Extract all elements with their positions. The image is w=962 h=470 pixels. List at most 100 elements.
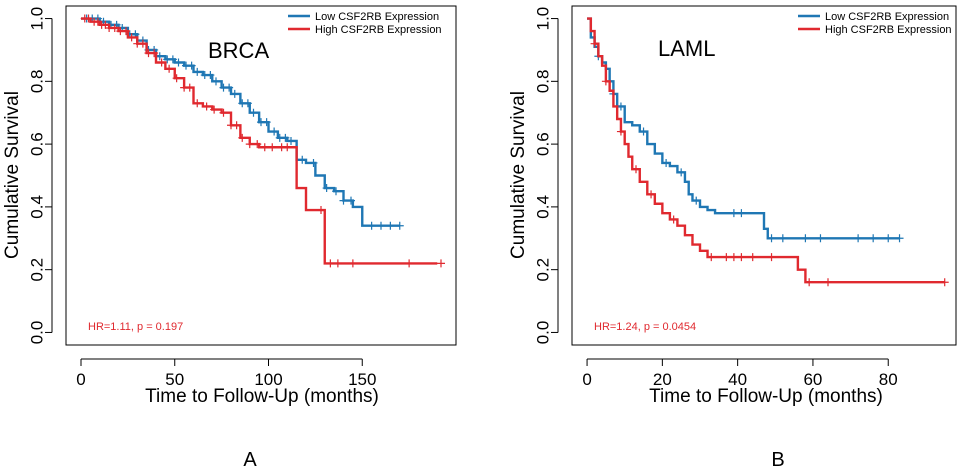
legend-label: High CSF2RB Expression bbox=[315, 24, 442, 36]
censor-mark bbox=[150, 49, 159, 58]
censor-mark bbox=[245, 140, 254, 149]
censor-mark bbox=[309, 158, 318, 167]
censor-mark bbox=[816, 234, 825, 243]
censor-mark bbox=[869, 234, 878, 243]
y-tick-label: 0.8 bbox=[533, 70, 552, 94]
censor-mark bbox=[677, 168, 686, 177]
censor-mark bbox=[260, 143, 269, 152]
censor-mark bbox=[172, 74, 181, 83]
x-tick-label: 100 bbox=[254, 370, 282, 389]
y-tick-label: 0.8 bbox=[27, 70, 46, 94]
censor-mark bbox=[138, 39, 147, 48]
censor-mark bbox=[287, 136, 295, 145]
legend-label: Low CSF2RB Expression bbox=[825, 11, 949, 23]
censor-mark bbox=[127, 33, 136, 42]
hr-annotation: HR=1.24, p = 0.0454 bbox=[594, 321, 696, 333]
chart-panel-b: 0 20 40 60 80 0.0 0.2 0.4 0.6 0.8 1.0 Time to Follo… bbox=[508, 5, 957, 470]
censor-mark bbox=[110, 23, 119, 32]
censor-mark bbox=[202, 102, 211, 111]
survival-curve bbox=[587, 17, 900, 240]
censor-mark bbox=[253, 140, 262, 149]
y-tick-label: 0.0 bbox=[533, 321, 552, 345]
censor-mark bbox=[168, 55, 177, 64]
censor-mark bbox=[707, 253, 716, 262]
panel-label: A bbox=[243, 449, 257, 470]
plot-frame bbox=[571, 5, 957, 346]
censor-mark bbox=[249, 108, 258, 117]
x-axis-title: Time to Follow-Up (months) bbox=[145, 386, 379, 407]
censor-mark bbox=[326, 259, 335, 268]
y-tick-label: 0.4 bbox=[27, 195, 46, 219]
censor-mark bbox=[332, 187, 340, 196]
censor-mark bbox=[669, 215, 678, 224]
censor-mark bbox=[647, 190, 656, 199]
censor-mark bbox=[367, 221, 376, 230]
censor-mark bbox=[165, 64, 174, 73]
legend-label: High CSF2RB Expression bbox=[825, 24, 952, 36]
censor-mark bbox=[616, 127, 625, 136]
censor-mark bbox=[639, 127, 648, 136]
x-tick-label: 80 bbox=[879, 370, 898, 389]
censor-mark bbox=[737, 253, 746, 262]
censor-mark bbox=[347, 196, 355, 205]
y-tick-label: 0.2 bbox=[533, 258, 552, 282]
chart-title: LAML bbox=[658, 36, 715, 61]
censor-mark bbox=[193, 99, 202, 108]
censor-mark bbox=[895, 234, 904, 243]
censor-mark bbox=[348, 259, 357, 268]
y-axis-title: Cumulative Survival bbox=[508, 91, 529, 259]
x-tick-label: 0 bbox=[76, 370, 85, 389]
series-low-expression bbox=[587, 17, 904, 243]
censor-mark bbox=[243, 99, 252, 108]
censor-mark bbox=[212, 77, 220, 86]
censor-mark bbox=[322, 184, 331, 193]
censor-mark bbox=[884, 234, 893, 243]
censor-mark bbox=[230, 89, 239, 98]
censor-mark bbox=[737, 209, 746, 218]
censor-mark bbox=[298, 155, 307, 164]
censor-mark bbox=[317, 206, 325, 215]
censor-mark bbox=[268, 143, 277, 152]
censor-mark bbox=[590, 39, 599, 48]
x-tick-label: 40 bbox=[728, 370, 747, 389]
y-tick-label: 1.0 bbox=[27, 7, 46, 31]
censor-mark bbox=[386, 221, 395, 230]
censor-mark bbox=[206, 71, 215, 80]
x-axis-title: Time to Follow-Up (months) bbox=[649, 386, 883, 407]
censor-mark bbox=[210, 105, 219, 114]
censor-mark bbox=[662, 158, 671, 167]
censor-mark bbox=[174, 58, 183, 67]
censor-mark bbox=[225, 83, 234, 92]
y-tick-label: 0.2 bbox=[27, 258, 46, 282]
survival-curve bbox=[81, 17, 400, 227]
censor-mark bbox=[333, 259, 342, 268]
censor-mark bbox=[854, 234, 863, 243]
censor-mark bbox=[940, 278, 949, 287]
y-tick-label: 0.6 bbox=[533, 132, 552, 156]
censor-mark bbox=[122, 27, 130, 36]
censor-mark bbox=[84, 14, 93, 23]
censor-mark bbox=[692, 196, 701, 205]
chart-panel-a: 0 50 100 150 0.0 0.2 0.4 0.6 0.8 1.0 Time to Follo… bbox=[2, 5, 457, 470]
censor-mark bbox=[748, 253, 757, 262]
y-tick-label: 0.4 bbox=[533, 195, 552, 219]
censor-mark bbox=[801, 234, 810, 243]
censor-mark bbox=[339, 196, 348, 205]
legend-label: Low CSF2RB Expression bbox=[315, 11, 439, 23]
censor-mark bbox=[778, 234, 787, 243]
censor-mark bbox=[377, 221, 385, 230]
y-axis-title: Cumulative Survival bbox=[2, 91, 23, 259]
censor-mark bbox=[262, 118, 271, 127]
censor-mark bbox=[729, 209, 738, 218]
censor-mark bbox=[157, 58, 166, 67]
censor-mark bbox=[601, 77, 610, 86]
survival-curve bbox=[587, 17, 945, 284]
panel-label: B bbox=[771, 449, 784, 470]
chart-title: BRCA bbox=[208, 38, 269, 63]
x-tick-label: 50 bbox=[165, 370, 184, 389]
hr-annotation: HR=1.11, p = 0.197 bbox=[88, 321, 183, 333]
series-high-expression bbox=[80, 14, 445, 268]
